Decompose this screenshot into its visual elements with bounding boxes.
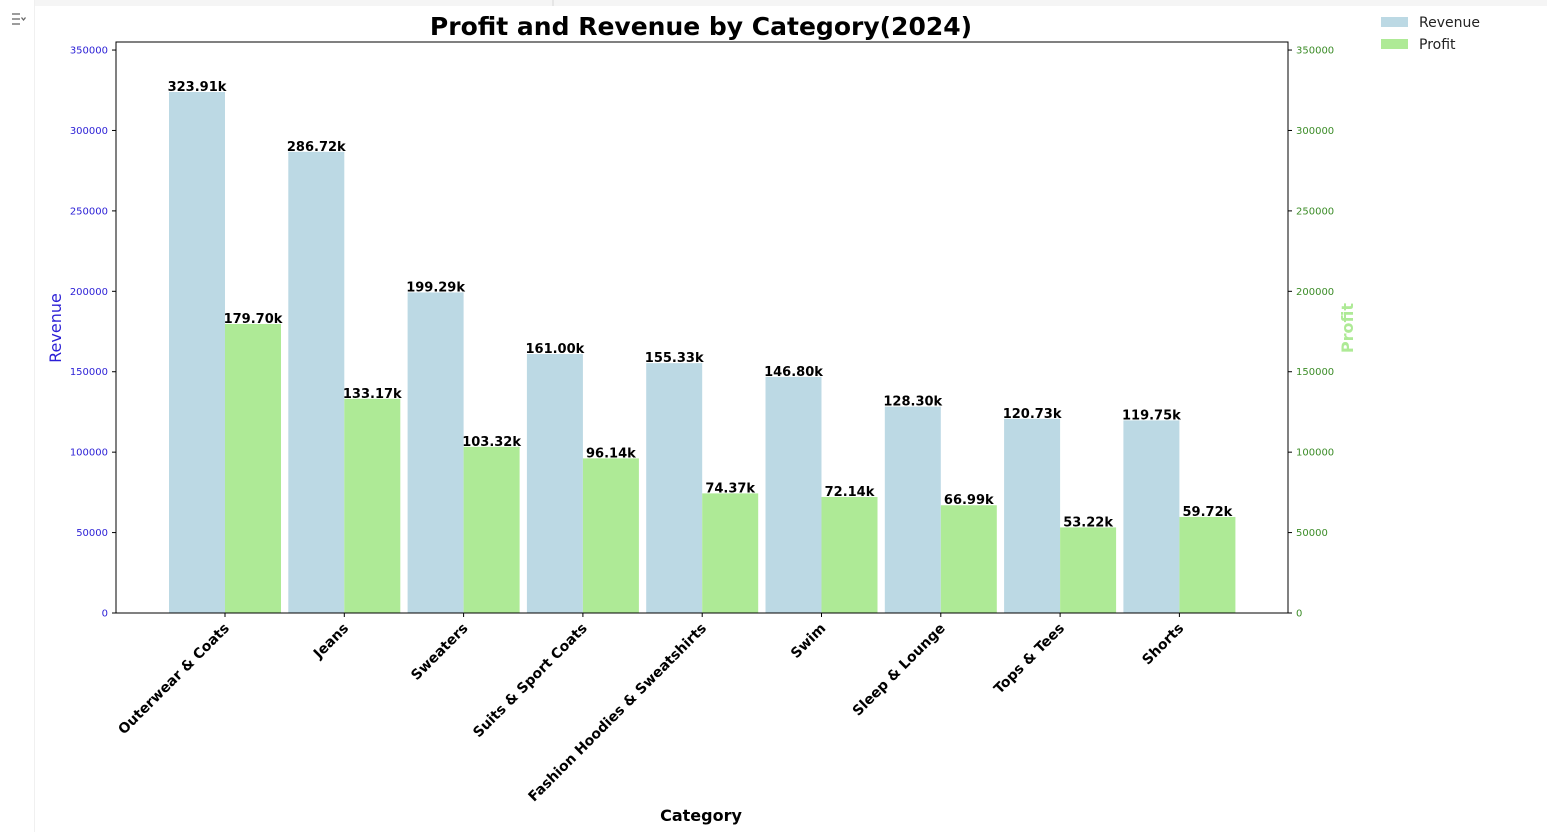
revenue-bar-2 [407, 292, 464, 613]
legend-swatch-revenue [1381, 17, 1408, 27]
profit-bar-3 [582, 458, 639, 613]
notebook-top-strip [0, 0, 1547, 6]
revenue-value-label-7: 120.73k [1003, 407, 1062, 422]
y-left-tick-label-6: 300000 [70, 126, 108, 137]
y-left-tick-label-4: 200000 [70, 287, 108, 298]
profit-bar-7 [1060, 527, 1117, 613]
profit-value-label-1: 133.17k [343, 387, 402, 402]
output-collapse-icon[interactable] [9, 10, 27, 28]
x-tick-label-0: Outerwear & Coats [115, 621, 232, 738]
y-right-tick-label-3: 150000 [1296, 367, 1334, 378]
profit-value-label-2: 103.32k [462, 435, 521, 450]
revenue-bar-5 [765, 376, 822, 613]
profit-value-label-0: 179.70k [224, 312, 283, 327]
profit-value-label-7: 53.22k [1063, 515, 1113, 530]
y-right-tick-label-7: 350000 [1296, 46, 1334, 57]
chart-title: Profit and Revenue by Category(2024) [430, 12, 972, 41]
revenue-value-label-6: 128.30k [883, 395, 942, 410]
profit-value-label-6: 66.99k [944, 493, 994, 508]
cell-gutter [0, 0, 35, 832]
x-axis-title: Category [660, 806, 742, 825]
revenue-value-label-5: 146.80k [764, 365, 823, 380]
y-right-tick-label-0: 0 [1296, 609, 1302, 620]
revenue-value-label-1: 286.72k [287, 140, 346, 155]
revenue-bar-1 [288, 151, 345, 613]
profit-value-label-8: 59.72k [1183, 505, 1233, 520]
revenue-value-label-4: 155.33k [645, 351, 704, 366]
profit-bar-8 [1179, 516, 1236, 613]
profit-bar-5 [821, 496, 878, 613]
y-right-tick-label-5: 250000 [1296, 206, 1334, 217]
revenue-value-label-8: 119.75k [1122, 408, 1181, 423]
legend: Revenue Profit [1381, 15, 1480, 53]
profit-bar-6 [940, 505, 997, 613]
revenue-bar-0 [169, 92, 225, 614]
revenue-bar-6 [884, 406, 941, 613]
y-right-tick-label-2: 100000 [1296, 448, 1334, 459]
y-right-tick-label-6: 300000 [1296, 126, 1334, 137]
x-tick-label-5: Swim [788, 621, 829, 662]
legend-label-profit: Profit [1419, 37, 1456, 53]
y-left-tick-label-3: 150000 [70, 367, 108, 378]
value-labels-layer: 323.91k 179.70k 286.72k 133.17k 199.29k 103.3… [168, 80, 1233, 530]
y-right-tick-label-1: 50000 [1296, 528, 1328, 539]
revenue-bar-3 [526, 354, 583, 613]
revenue-value-label-0: 323.91k [168, 80, 227, 95]
revenue-value-label-3: 161.00k [525, 342, 584, 357]
x-tick-label-7: Tops & Tees [991, 621, 1068, 698]
y-left-tick-label-2: 100000 [70, 448, 108, 459]
y-left-tick-label-1: 50000 [76, 528, 108, 539]
profit-bar-1 [344, 398, 401, 613]
legend-swatch-profit [1381, 39, 1408, 49]
revenue-value-label-2: 199.29k [406, 280, 465, 295]
profit-bar-2 [463, 446, 520, 613]
x-tick-label-8: Shorts [1139, 621, 1187, 669]
y-right-tick-label-4: 200000 [1296, 287, 1334, 298]
x-tick-label-1: Jeans [310, 621, 352, 663]
right-axis: 0 50000 100000 150000 200000 250000 300000 3500… [1288, 46, 1334, 620]
x-tick-label-3: Suits & Sport Coats [470, 621, 590, 741]
profit-value-label-3: 96.14k [586, 446, 636, 461]
profit-value-label-5: 72.14k [825, 485, 875, 500]
bars-layer [169, 92, 1236, 614]
revenue-bar-8 [1123, 420, 1180, 613]
y-axis-right-title: Profit [1338, 303, 1357, 353]
profit-value-label-4: 74.37k [705, 481, 755, 496]
revenue-bar-4 [646, 363, 703, 613]
x-tick-label-2: Sweaters [408, 621, 471, 684]
profit-bar-4 [702, 493, 759, 613]
y-left-tick-label-0: 0 [102, 609, 108, 620]
y-axis-left-title: Revenue [46, 293, 65, 363]
legend-label-revenue: Revenue [1419, 15, 1480, 31]
revenue-bar-7 [1004, 418, 1061, 613]
profit-bar-0 [225, 323, 281, 613]
y-left-tick-label-7: 350000 [70, 46, 108, 57]
left-axis: 0 50000 100000 150000 200000 250000 300000 3500… [70, 46, 116, 620]
cell-divider [552, 0, 554, 6]
x-tick-label-6: Sleep & Lounge [850, 621, 949, 720]
y-left-tick-label-5: 250000 [70, 206, 108, 217]
